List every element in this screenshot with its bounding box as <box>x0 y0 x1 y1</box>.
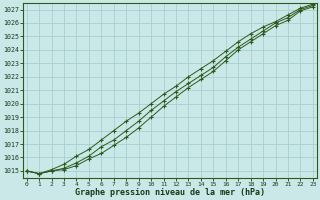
X-axis label: Graphe pression niveau de la mer (hPa): Graphe pression niveau de la mer (hPa) <box>75 188 265 197</box>
